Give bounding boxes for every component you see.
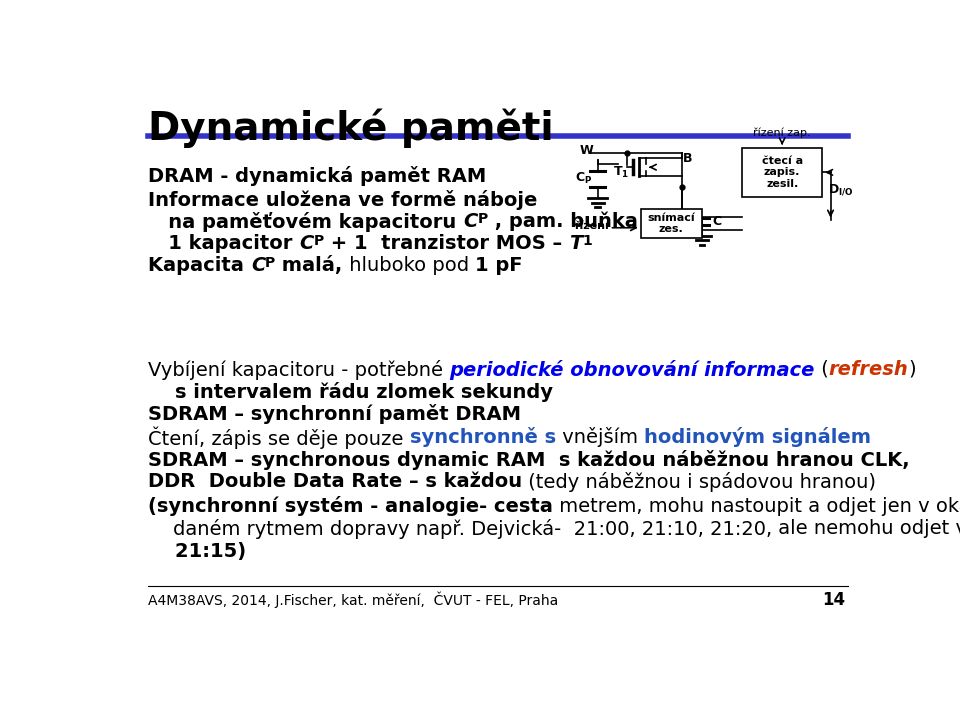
Text: P: P	[477, 212, 488, 226]
Text: snímací
zes.: snímací zes.	[647, 213, 695, 234]
Text: periodické obnovování informace: periodické obnovování informace	[449, 360, 815, 380]
Text: C: C	[300, 234, 314, 253]
Text: malá,: malá,	[276, 256, 343, 275]
Text: + 1  tranzistor MOS –: + 1 tranzistor MOS –	[324, 234, 568, 253]
Text: hluboko pod: hluboko pod	[343, 256, 475, 275]
Text: (: (	[815, 360, 828, 379]
Text: řízení zap.: řízení zap.	[754, 128, 811, 138]
Text: P: P	[265, 256, 276, 270]
Text: C$_\mathbf{P}$: C$_\mathbf{P}$	[575, 171, 592, 187]
Text: ): )	[908, 360, 916, 379]
Text: vnějším: vnějším	[556, 427, 644, 447]
Text: řízení: řízení	[574, 221, 609, 231]
Text: 1 pF: 1 pF	[475, 256, 522, 275]
Text: daném rytmem dopravy např. Dejvická-  21:00, 21:10, 21:20,: daném rytmem dopravy např. Dejvická- 21:…	[148, 519, 773, 539]
Text: Kapacita: Kapacita	[148, 256, 251, 275]
Text: 1 kapacitor: 1 kapacitor	[148, 234, 300, 253]
Text: D$_{\mathbf{I/O}}$: D$_{\mathbf{I/O}}$	[828, 183, 854, 197]
Text: C: C	[712, 215, 721, 228]
Text: SDRAM – synchronní pamět DRAM: SDRAM – synchronní pamět DRAM	[148, 404, 521, 424]
Text: 21:15): 21:15)	[148, 541, 247, 560]
Bar	[641, 208, 702, 238]
Text: Dynamické paměti: Dynamické paměti	[148, 109, 554, 148]
Text: 1: 1	[582, 234, 591, 248]
Text: Vybíjení kapacitoru - potřebné: Vybíjení kapacitoru - potřebné	[148, 360, 449, 380]
Text: Informace uložena ve formě náboje: Informace uložena ve formě náboje	[148, 190, 538, 210]
Text: refresh: refresh	[828, 360, 908, 379]
Text: B: B	[684, 152, 693, 166]
Text: W: W	[580, 144, 593, 157]
Text: T: T	[568, 234, 582, 253]
Text: , pam. buňka: , pam. buňka	[488, 212, 637, 231]
Text: čtecí a
zapis.
zesil.: čtecí a zapis. zesil.	[761, 156, 803, 189]
Text: A4M38AVS, 2014, J.Fischer, kat. měření,  ČVUT - FEL, Praha: A4M38AVS, 2014, J.Fischer, kat. měření, …	[148, 591, 559, 608]
Bar	[742, 148, 823, 197]
Text: na paměťovém kapacitoru: na paměťovém kapacitoru	[148, 212, 464, 232]
Text: DDR  Double Data Rate – s každou: DDR Double Data Rate – s každou	[148, 472, 522, 491]
Text: 14: 14	[823, 591, 846, 609]
Text: hodinovým signálem: hodinovým signálem	[644, 427, 872, 447]
Text: (tedy náběžnou i spádovou hranou): (tedy náběžnou i spádovou hranou)	[522, 472, 876, 492]
Text: P: P	[314, 234, 324, 248]
Text: (synchronní systém - analogie- cesta: (synchronní systém - analogie- cesta	[148, 496, 553, 516]
Text: ale nemohu odjet ve: ale nemohu odjet ve	[773, 519, 960, 538]
Text: T$_\mathbf{1}$: T$_\mathbf{1}$	[613, 166, 630, 180]
Text: C: C	[251, 256, 265, 275]
Text: DRAM - dynamická pamět RAM: DRAM - dynamická pamět RAM	[148, 166, 487, 187]
Text: s intervalem řádu zlomek sekundy: s intervalem řádu zlomek sekundy	[148, 382, 553, 402]
Text: synchronně s: synchronně s	[410, 427, 556, 447]
Text: metrem, mohu nastoupit a odjet jen v okamžiku: metrem, mohu nastoupit a odjet jen v oka…	[553, 496, 960, 516]
Text: SDRAM – synchronous dynamic RAM  s každou náběžnou hranou CLK,: SDRAM – synchronous dynamic RAM s každou…	[148, 450, 910, 470]
Text: Čtení, zápis se děje pouze: Čtení, zápis se děje pouze	[148, 427, 410, 449]
Text: C: C	[464, 212, 477, 231]
